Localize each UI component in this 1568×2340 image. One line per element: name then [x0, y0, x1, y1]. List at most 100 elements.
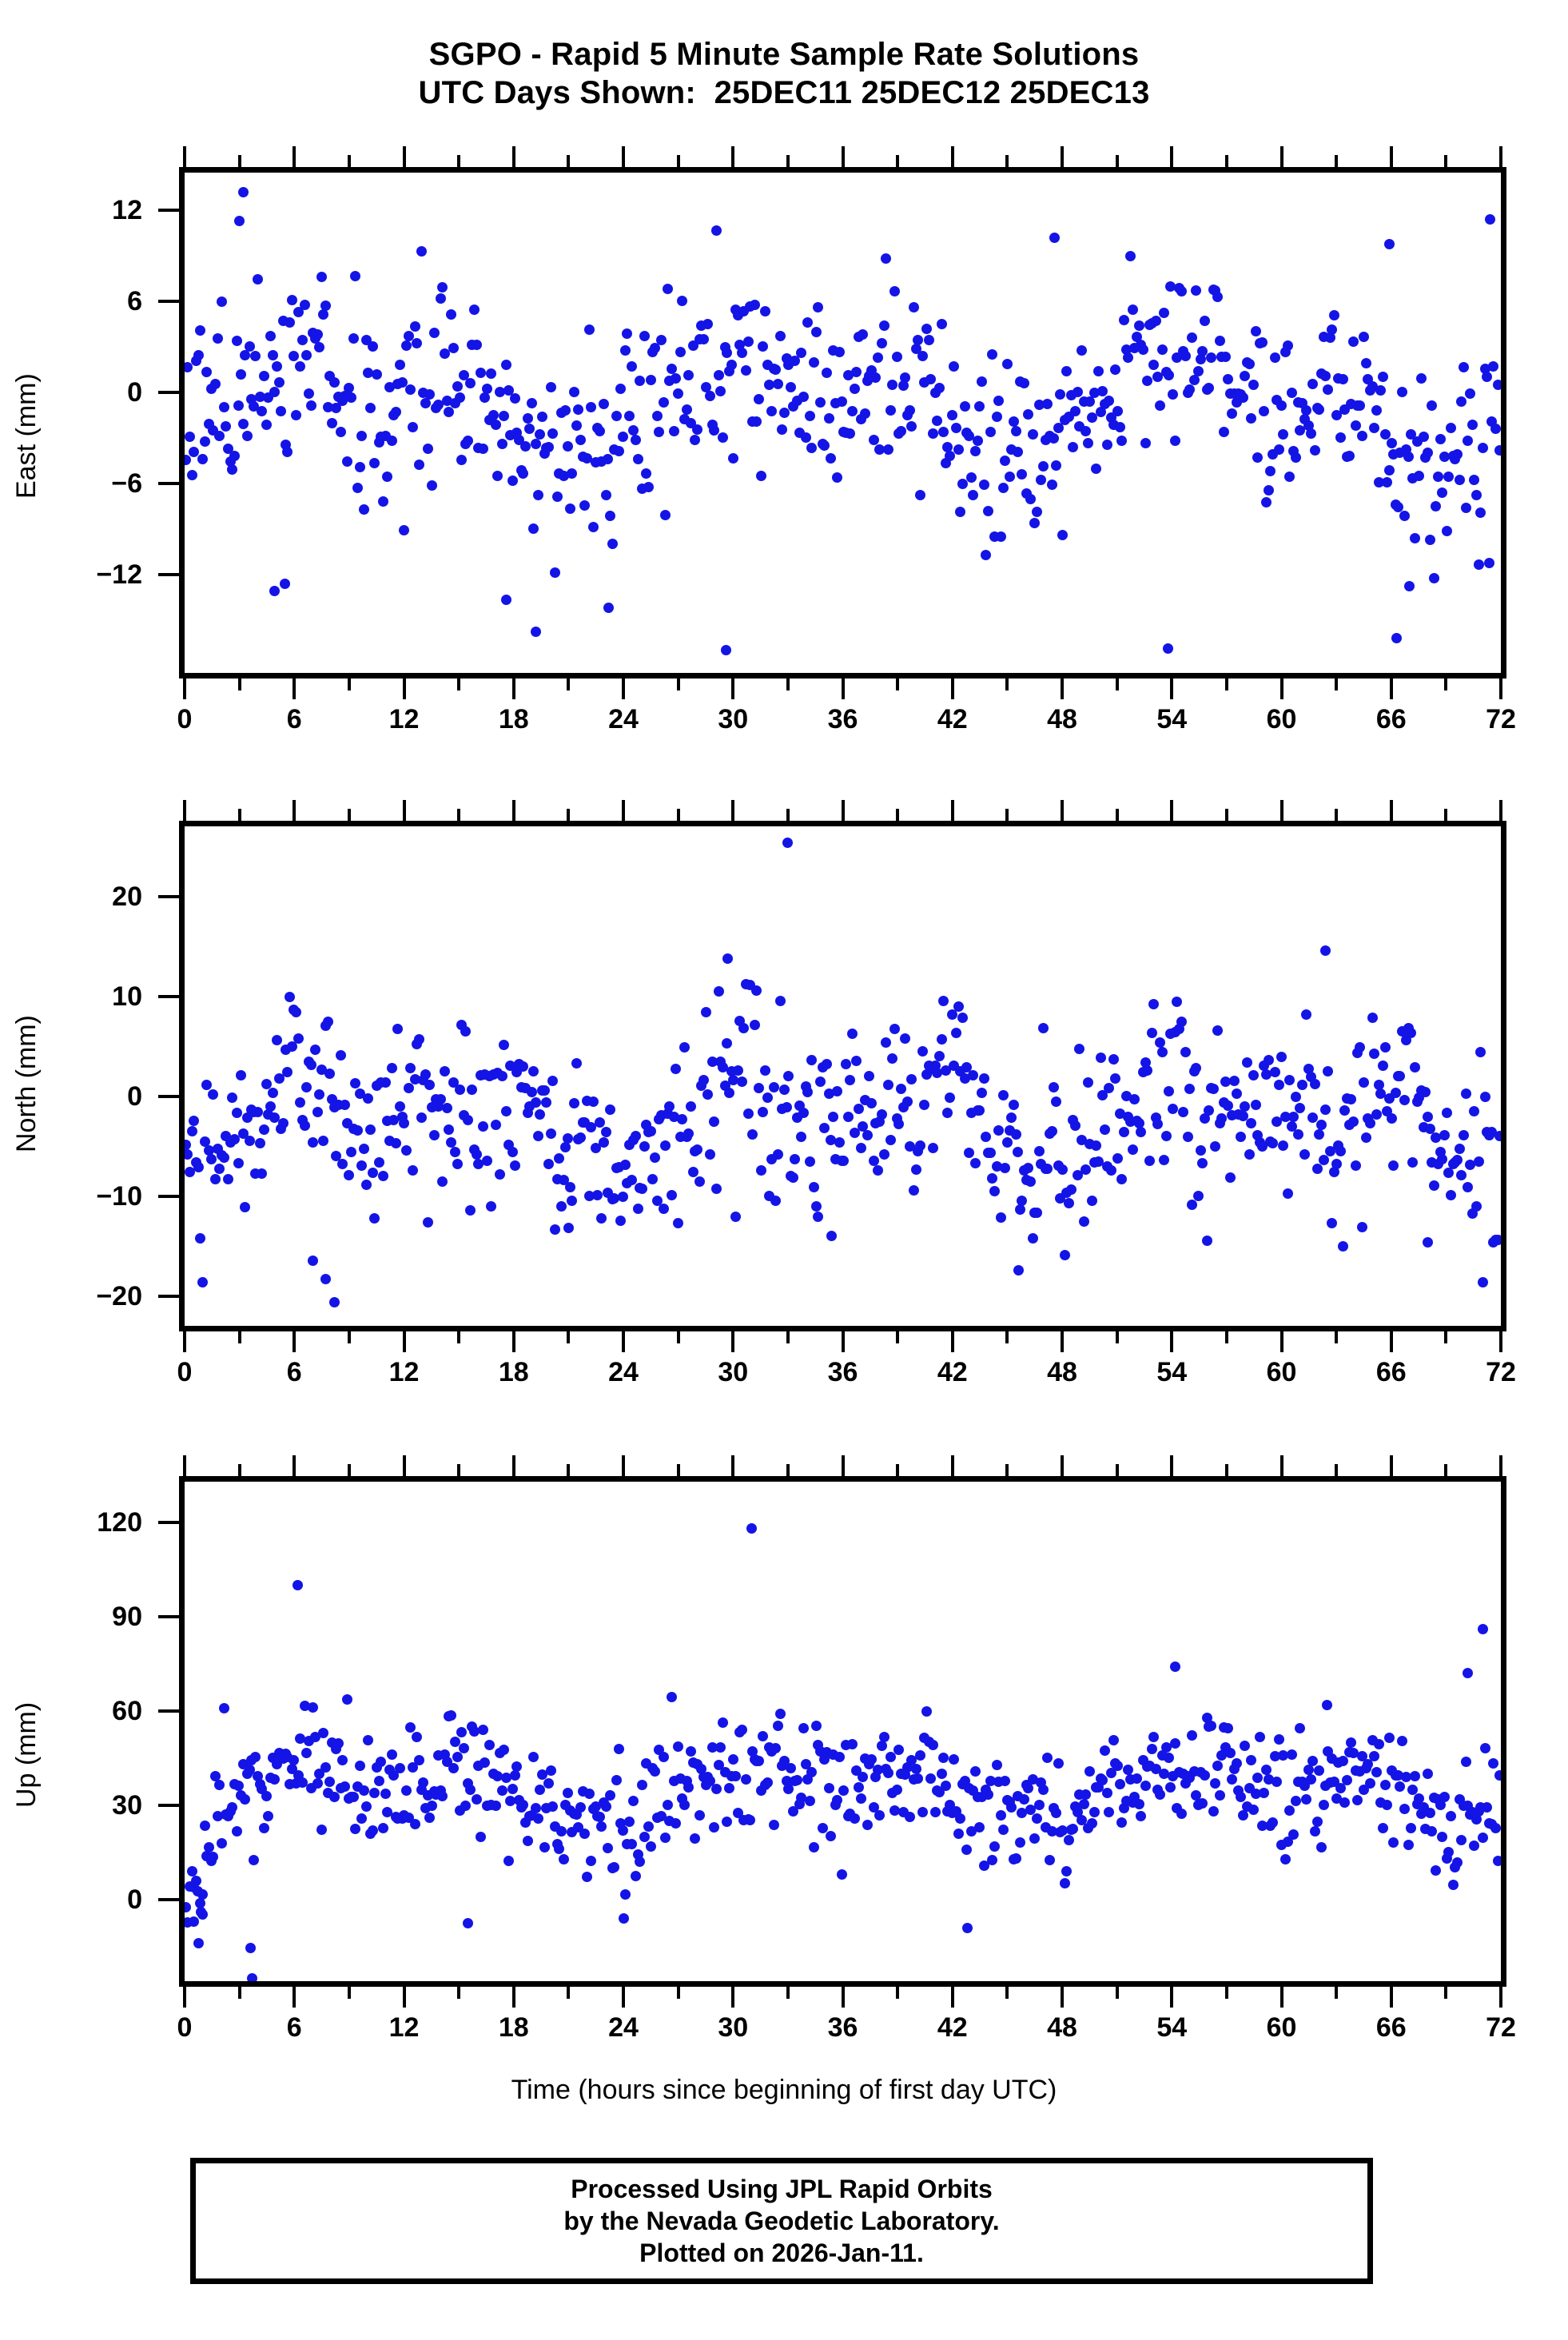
- data-point: [1484, 214, 1495, 225]
- data-point: [1176, 286, 1187, 297]
- data-point: [1431, 1132, 1442, 1144]
- data-point: [248, 400, 259, 412]
- x-minor-tick: [896, 679, 900, 690]
- data-point: [1163, 369, 1174, 380]
- data-point: [218, 1152, 229, 1164]
- data-point: [1454, 1143, 1465, 1154]
- data-point: [509, 1770, 520, 1781]
- data-point: [1371, 1767, 1383, 1778]
- data-point: [535, 1784, 546, 1795]
- data-point: [936, 1034, 947, 1045]
- data-point: [1148, 360, 1160, 371]
- data-point: [662, 284, 673, 295]
- data-point: [927, 428, 938, 440]
- x-minor-tick: [786, 1331, 790, 1343]
- data-point: [664, 1100, 675, 1112]
- x-major-tick-top: [402, 800, 406, 821]
- data-point: [185, 1149, 193, 1160]
- data-point: [671, 1818, 682, 1829]
- data-point: [1165, 281, 1176, 292]
- data-point: [1214, 335, 1225, 346]
- data-area-up: [185, 1482, 1501, 1981]
- data-point: [866, 1097, 877, 1108]
- data-point: [849, 1128, 860, 1139]
- footer-box: Processed Using JPL Rapid Orbits by the …: [190, 2158, 1373, 2284]
- data-point: [1170, 1661, 1181, 1673]
- data-point: [327, 418, 338, 429]
- x-minor-tick: [676, 1331, 680, 1343]
- data-point: [541, 1096, 552, 1108]
- y-major-tick: [158, 1709, 179, 1713]
- data-point: [1286, 387, 1297, 398]
- data-point: [1065, 1184, 1077, 1196]
- data-point: [1123, 1764, 1134, 1775]
- x-minor-tick-top: [676, 809, 680, 821]
- data-point: [755, 470, 766, 481]
- data-point: [1074, 1044, 1085, 1055]
- data-point: [1479, 1742, 1490, 1753]
- data-point: [267, 349, 278, 360]
- data-point: [628, 425, 639, 436]
- data-point: [509, 1160, 520, 1171]
- data-point: [269, 386, 281, 397]
- data-point: [320, 1762, 332, 1773]
- data-point: [671, 372, 682, 384]
- data-point: [883, 1079, 894, 1090]
- data-point: [655, 1810, 667, 1821]
- data-point: [945, 451, 956, 462]
- data-point: [1284, 471, 1295, 482]
- data-point: [1316, 1119, 1327, 1130]
- x-major-tick: [1279, 679, 1283, 699]
- data-point: [587, 521, 599, 532]
- x-minor-tick-top: [237, 1464, 241, 1476]
- data-point: [539, 1842, 550, 1853]
- data-point: [539, 1084, 550, 1096]
- data-point: [503, 1856, 514, 1867]
- x-major-tick-top: [1499, 1455, 1502, 1476]
- data-point: [891, 1785, 902, 1796]
- data-point: [560, 405, 571, 416]
- data-point: [1327, 324, 1338, 335]
- data-point: [205, 1153, 217, 1164]
- data-point: [747, 1745, 758, 1757]
- data-point: [1106, 1164, 1117, 1176]
- data-point: [380, 1788, 391, 1799]
- data-point: [736, 1076, 747, 1087]
- data-point: [185, 1167, 196, 1178]
- data-point: [456, 1727, 468, 1738]
- data-point: [813, 302, 824, 313]
- data-point: [532, 1813, 543, 1825]
- data-point: [933, 383, 945, 394]
- data-point: [945, 1092, 956, 1104]
- data-point: [253, 274, 264, 285]
- data-point: [615, 384, 627, 395]
- data-point: [390, 1137, 401, 1148]
- x-tick-label: 60: [1266, 1357, 1297, 1387]
- data-point: [1443, 1167, 1455, 1178]
- data-point: [1405, 428, 1416, 440]
- data-point: [369, 1788, 380, 1799]
- data-point: [257, 1168, 268, 1180]
- data-point: [632, 453, 643, 464]
- data-point: [547, 1801, 559, 1813]
- data-point: [367, 1825, 378, 1836]
- data-point: [991, 1759, 1002, 1770]
- data-point: [1136, 1127, 1147, 1138]
- data-point: [881, 253, 892, 265]
- data-point: [340, 1781, 351, 1792]
- data-point: [1223, 373, 1234, 384]
- data-point: [558, 470, 569, 481]
- data-point: [537, 412, 548, 423]
- data-point: [245, 1943, 256, 1954]
- data-point: [265, 1101, 277, 1112]
- data-point: [1184, 384, 1196, 395]
- data-point: [594, 425, 605, 436]
- data-point: [1456, 1834, 1467, 1845]
- data-point: [1272, 1776, 1283, 1787]
- data-point: [312, 1106, 323, 1117]
- x-tick-label: 72: [1486, 704, 1516, 734]
- data-point: [1133, 320, 1144, 332]
- data-point: [1292, 1128, 1303, 1140]
- data-point: [1120, 344, 1132, 355]
- data-point: [834, 347, 845, 358]
